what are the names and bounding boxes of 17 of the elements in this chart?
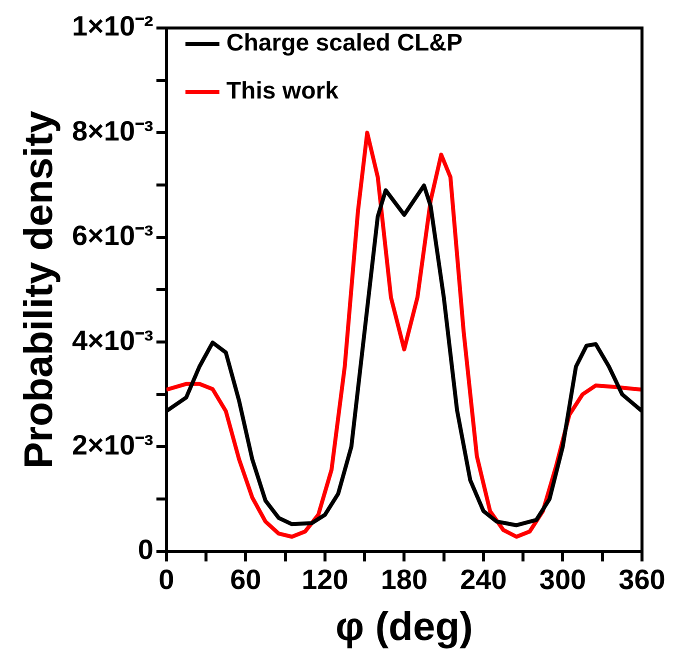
x-tick-label: 60 [230,564,262,595]
y-tick-label: 0 [138,534,154,566]
x-tick-label: 0 [158,564,174,595]
x-axis-title: φ (deg) [335,605,473,650]
y-axis-title: Probability density [17,110,62,469]
y-tick-label: 2×10⁻³ [72,429,154,460]
y-tick-label: 1×10⁻² [72,10,154,42]
x-tick-label: 120 [302,564,348,595]
x-tick-label: 360 [618,564,666,595]
y-tick-label: 6×10⁻³ [72,220,154,252]
x-tick-label: 180 [380,564,428,595]
y-tick-label: 8×10⁻³ [72,115,154,146]
y-tick-label: 4×10⁻³ [72,324,154,356]
legend-label: This work [226,78,340,105]
x-tick-label: 240 [460,564,507,595]
x-tick-label: 300 [539,564,586,595]
legend-label: Charge scaled CL&P [226,30,462,57]
